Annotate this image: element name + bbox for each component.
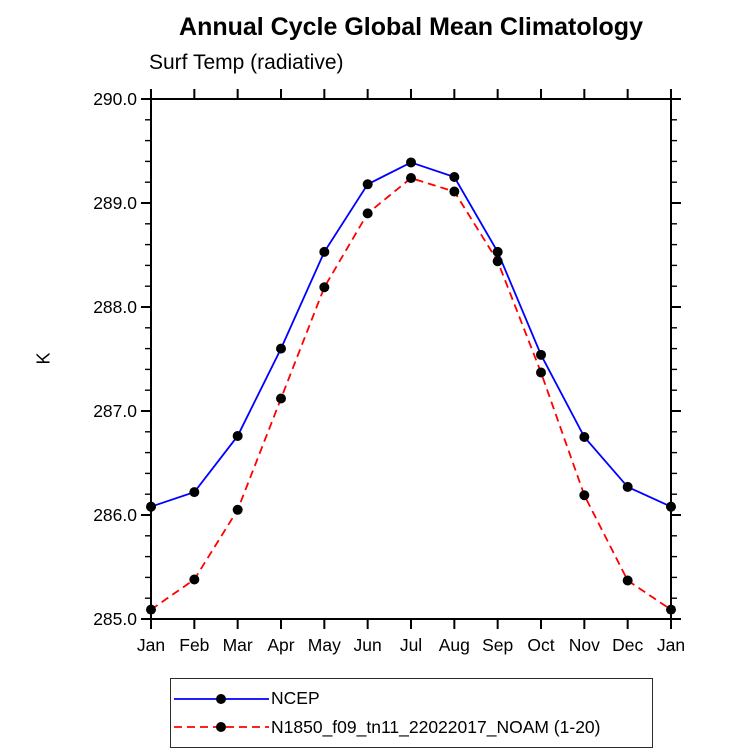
data-point-ncep (666, 501, 676, 512)
y-tick-label: 286.0 (93, 505, 137, 525)
model-marker-sample (216, 722, 226, 733)
data-point-ncep (579, 432, 590, 442)
data-point-ncep (536, 349, 546, 360)
legend-entry-ncep: NCEP (173, 688, 652, 709)
data-point-model (146, 604, 156, 615)
x-tick-label: Jun (354, 635, 382, 655)
y-tick-label: 289.0 (93, 193, 137, 213)
data-point-model (406, 173, 416, 184)
x-tick-label: Feb (179, 635, 209, 655)
data-point-model (276, 393, 286, 404)
x-tick-label: Nov (569, 635, 600, 655)
legend-entry-model: N1850_f09_tn11_22022017_NOAM (1-20) (173, 717, 652, 738)
x-tick-label: Dec (612, 635, 643, 655)
data-point-model (579, 490, 590, 501)
data-point-model (362, 208, 373, 219)
y-tick-label: 288.0 (93, 297, 137, 317)
data-point-ncep (232, 430, 243, 441)
series-line-model (150, 177, 672, 611)
legend-label-model: N1850_f09_tn11_22022017_NOAM (1-20) (271, 716, 601, 737)
chart-subtitle: Surf Temp (radiative) (149, 51, 344, 74)
x-tick-label: Jan (137, 635, 165, 655)
data-point-model (232, 504, 243, 515)
data-point-ncep (189, 487, 200, 498)
series-line-ncep (150, 161, 672, 508)
data-point-ncep (362, 179, 373, 190)
data-point-model (492, 256, 503, 267)
data-point-ncep (449, 172, 460, 182)
legend-label-ncep: NCEP (271, 688, 320, 709)
data-point-ncep (492, 246, 503, 257)
data-point-ncep (146, 501, 156, 512)
model-line-swatch (174, 722, 269, 733)
data-point-model (622, 575, 633, 586)
data-point-model (189, 574, 200, 585)
chart-title: Annual Cycle Global Mean Climatology (179, 13, 643, 41)
data-point-ncep (319, 246, 330, 257)
ncep-line-swatch (174, 693, 269, 704)
data-point-model (449, 186, 460, 197)
plot-area: Jan Feb Mar Apr May Jun Jul Aug Sep Oct Nov Dec Jan2… (93, 89, 685, 655)
data-point-ncep (622, 481, 633, 492)
data-point-ncep (406, 157, 416, 168)
y-tick-label: 290.0 (93, 89, 137, 109)
data-point-model (536, 367, 546, 378)
x-tick-label: Oct (527, 635, 554, 655)
data-point-model (319, 282, 330, 293)
data-point-model (666, 604, 676, 615)
y-tick-label: 285.0 (93, 609, 137, 629)
x-tick-label: Jul (400, 635, 422, 655)
x-tick-label: May (308, 635, 341, 655)
x-tick-label: Mar (223, 635, 253, 655)
data-point-ncep (276, 343, 286, 354)
legend: NCEP N1850_f09_tn11_22022017_NOAM (1-20) (170, 678, 653, 748)
x-tick-label: Sep (482, 635, 513, 655)
x-tick-label: Aug (439, 635, 470, 655)
x-tick-label: Jan (657, 635, 685, 655)
y-tick-label: 287.0 (93, 401, 137, 421)
x-tick-label: Apr (267, 635, 294, 655)
ncep-marker-sample (216, 693, 226, 704)
